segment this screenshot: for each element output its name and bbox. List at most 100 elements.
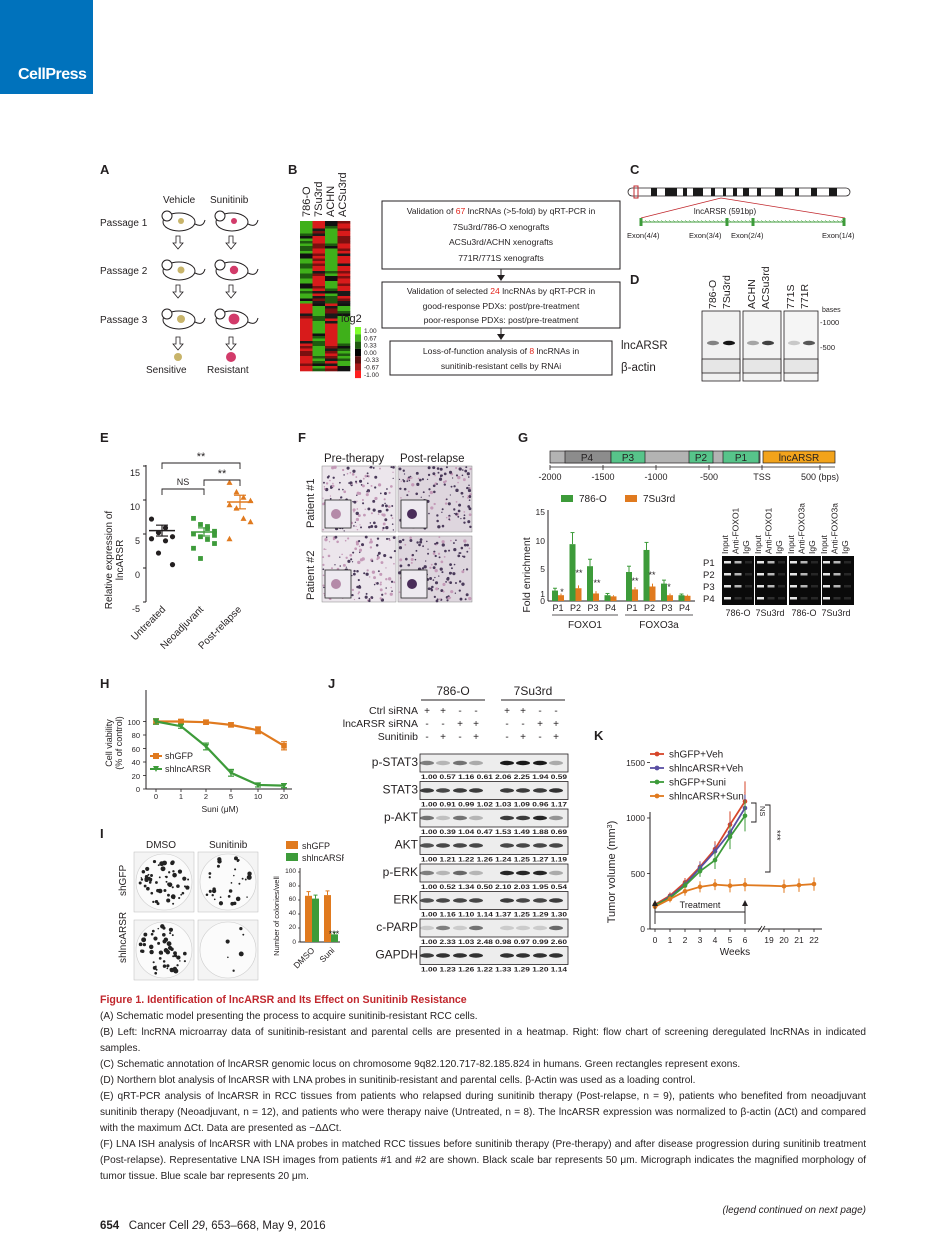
heatmap-cell [325, 263, 338, 267]
tissue-detail [349, 471, 352, 474]
heatmap-cell [337, 321, 351, 324]
tissue-detail [323, 548, 326, 550]
tissue-detail [322, 584, 325, 587]
gel-lane-label: IgG [807, 540, 817, 554]
tissue-detail [381, 513, 385, 517]
data-point [281, 783, 287, 789]
y-tick-label: 20 [289, 924, 297, 931]
series-line [744, 883, 815, 888]
legend-swatch [355, 341, 361, 349]
colony [176, 964, 179, 967]
heatmap-cell [300, 328, 313, 332]
x-tick-label: P1 [626, 603, 637, 613]
heatmap-cell [312, 278, 326, 282]
legend-value: 0.33 [364, 343, 377, 350]
data-point [240, 494, 247, 500]
mouse-tail-icon [247, 317, 259, 324]
bar-7su3rd [684, 595, 691, 601]
colony [159, 890, 162, 892]
tissue-detail [392, 466, 395, 469]
heatmap-cell [312, 263, 326, 267]
data-point [667, 896, 673, 902]
heatmap-cell [325, 353, 338, 357]
heatmap-cell [312, 236, 326, 239]
gel-band [724, 585, 731, 588]
colony [168, 871, 171, 874]
flowchart-step-1-line-2: 7Su3rd/786-O xenografts [453, 222, 550, 232]
figure-caption-title: Figure 1. Identification of lncARSR and … [100, 994, 467, 1006]
tissue-detail [399, 487, 402, 490]
heatmap-cell [312, 333, 326, 337]
bar-7su3rd [632, 589, 638, 601]
tissue-detail [351, 561, 354, 563]
lncarsr-band [747, 340, 759, 346]
treatment-mark: - [425, 719, 428, 730]
tissue-detail [322, 502, 325, 506]
legend-value: 1.00 [364, 328, 377, 335]
tissue-detail [451, 477, 454, 479]
tissue-detail [422, 491, 425, 494]
colony [230, 901, 235, 906]
tissue-detail [448, 516, 451, 518]
heatmap-cell [300, 336, 313, 339]
colony [162, 932, 166, 937]
heatmap-cell [325, 298, 338, 302]
tissue-detail [427, 466, 431, 470]
tissue-detail [351, 574, 353, 577]
tissue-detail [383, 498, 386, 501]
legend-swatch [355, 363, 361, 371]
tissue-detail [323, 586, 325, 589]
tissue-detail [374, 496, 378, 501]
blot-band [500, 953, 514, 958]
colony [148, 881, 152, 884]
blot-band [436, 760, 450, 766]
heatmap-cell [337, 253, 351, 257]
tissue-detail [400, 480, 402, 482]
heatmap-cell [325, 276, 338, 279]
tissue-detail [469, 525, 472, 529]
colony [149, 949, 154, 955]
blot-band [516, 898, 530, 903]
heatmap-cell [337, 221, 351, 224]
colony [166, 964, 170, 968]
tissue-detail [364, 595, 368, 599]
colony [162, 960, 166, 963]
tissue-detail [348, 482, 350, 484]
blot-band [420, 843, 434, 848]
exon-label: Exon(2/4) [731, 231, 764, 240]
data-point [240, 515, 247, 521]
tissue-detail [354, 547, 358, 551]
heatmap-cell [325, 326, 338, 329]
well [199, 853, 257, 911]
gene-label: lncARSR (591bp) [694, 207, 757, 216]
panel-h-viability: Cell viability (% of control) 100 80 60 … [104, 690, 292, 814]
tissue-detail [460, 518, 462, 520]
heatmap-cell [337, 223, 351, 227]
tissue-detail [450, 485, 453, 488]
legend-continued-note: (legend continued on next page) [722, 1205, 866, 1216]
tissue-detail [463, 514, 466, 517]
tissue-detail [403, 487, 407, 491]
tissue-detail [389, 556, 391, 559]
tissue-detail [449, 563, 452, 567]
tissue-detail [427, 473, 431, 477]
bar-786o [552, 590, 558, 601]
data-point [228, 770, 234, 776]
lane-label: ACHN [746, 279, 758, 309]
tissue-detail [438, 536, 441, 539]
colony [179, 870, 181, 873]
tissue-detail [377, 513, 380, 515]
data-point [178, 718, 184, 725]
gel-band [778, 561, 785, 564]
tissue-detail [373, 583, 376, 586]
heatmap-cell [300, 253, 313, 257]
heatmap-cell [312, 251, 326, 254]
treatment-table: Ctrl siRNA + + - - + + - -lncARSR siRNA - - + + - - + +S… [343, 705, 559, 743]
tissue-detail [455, 466, 458, 470]
tissue-detail [441, 540, 445, 544]
tissue-detail [433, 502, 436, 506]
colony [217, 857, 222, 862]
x-tick-label: 0 [653, 935, 658, 945]
chromosome-band [757, 188, 761, 196]
tissue-detail [446, 599, 449, 602]
